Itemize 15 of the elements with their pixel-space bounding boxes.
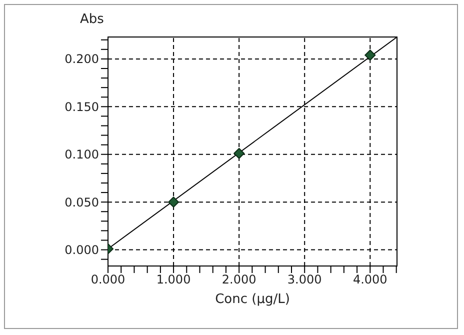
y-tick-label: 0.150 [64, 100, 99, 114]
x-tick-label: 0.000 [90, 272, 126, 287]
x-tick-label: 2.000 [222, 272, 256, 287]
point [364, 50, 376, 61]
x-axis-title: Conc (µg/L) [215, 292, 290, 308]
y-tick-label: 0.000 [64, 243, 99, 258]
x-tick-label: 4.000 [352, 272, 388, 287]
y-tick-label: 0.050 [64, 195, 99, 210]
point [234, 148, 245, 159]
x-tick-label: 3.000 [287, 272, 322, 287]
y-tick-label: 0.100 [64, 148, 99, 162]
x-tick-label: 1.000 [156, 272, 191, 287]
point [168, 196, 180, 208]
y-axis-title: Abs [80, 12, 104, 27]
y-tick-label: 0.200 [64, 52, 99, 66]
